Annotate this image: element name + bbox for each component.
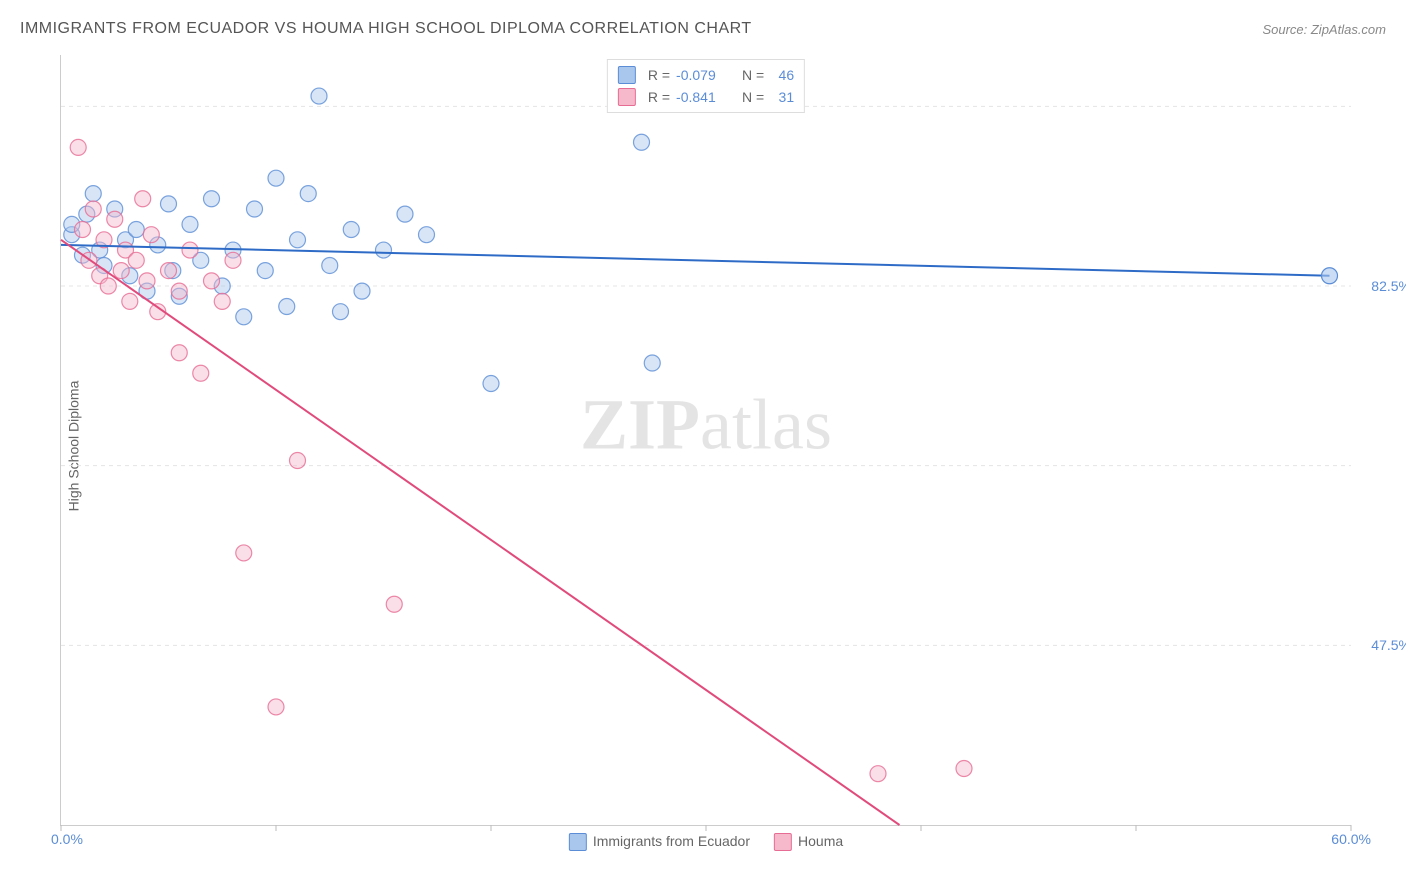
- legend-swatch-icon: [774, 833, 792, 851]
- y-tick-label: 82.5%: [1371, 278, 1406, 294]
- chart-svg: [61, 55, 1351, 825]
- legend-label-2: Houma: [798, 833, 843, 849]
- r-label: R =: [648, 86, 670, 108]
- x-axis-legend: Immigrants from Ecuador Houma: [569, 833, 843, 851]
- r-label: R =: [648, 64, 670, 86]
- y-tick-label: 47.5%: [1371, 637, 1406, 653]
- legend-item-1: Immigrants from Ecuador: [569, 833, 750, 851]
- chart-title: IMMIGRANTS FROM ECUADOR VS HOUMA HIGH SC…: [20, 20, 752, 38]
- n-label: N =: [742, 86, 764, 108]
- legend-row-1: R = -0.079 N = 46: [618, 64, 794, 86]
- legend-swatch-icon: [569, 833, 587, 851]
- legend-label-1: Immigrants from Ecuador: [593, 833, 750, 849]
- chart-container: IMMIGRANTS FROM ECUADOR VS HOUMA HIGH SC…: [0, 0, 1406, 892]
- source-prefix: Source:: [1262, 22, 1310, 37]
- source-name: ZipAtlas.com: [1311, 22, 1386, 37]
- legend-item-2: Houma: [774, 833, 843, 851]
- legend-swatch-1: [618, 66, 636, 84]
- x-tick-label: 60.0%: [1331, 831, 1371, 847]
- n-value-1: 46: [770, 64, 794, 86]
- legend-swatch-2: [618, 88, 636, 106]
- r-value-1: -0.079: [676, 64, 726, 86]
- n-label: N =: [742, 64, 764, 86]
- r-value-2: -0.841: [676, 86, 726, 108]
- correlation-legend: R = -0.079 N = 46 R = -0.841 N = 31: [607, 59, 805, 113]
- source-attribution: Source: ZipAtlas.com: [1262, 22, 1386, 37]
- x-tick-label: 0.0%: [51, 831, 83, 847]
- n-value-2: 31: [770, 86, 794, 108]
- plot-area: ZIPatlas R = -0.079 N = 46 R = -0.841 N …: [60, 55, 1351, 826]
- legend-row-2: R = -0.841 N = 31: [618, 86, 794, 108]
